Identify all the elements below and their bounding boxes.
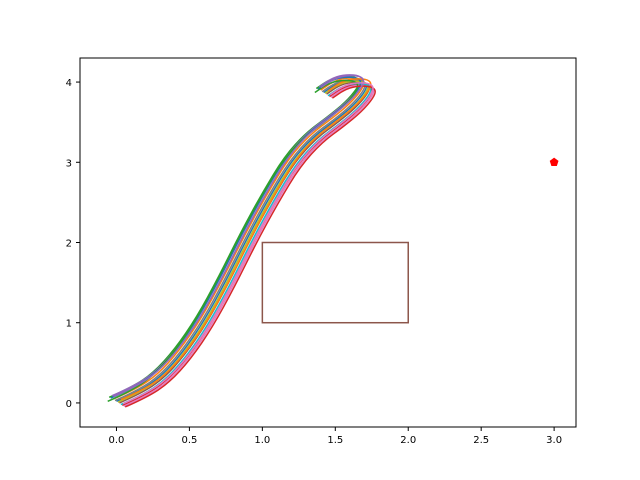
y-tick-label: 2 (66, 239, 72, 250)
x-tick-label: 0.5 (181, 435, 197, 446)
trajectory-series-16 (122, 82, 374, 405)
trajectory-series-14 (124, 85, 376, 408)
trajectory-series-15 (113, 74, 365, 398)
trajectory-series-12 (120, 78, 372, 401)
x-tick-label: 2.0 (400, 435, 416, 446)
series-layer (107, 74, 376, 408)
goal-marker (549, 157, 559, 167)
shapes-layer (261, 157, 559, 324)
trajectory-series-13 (107, 79, 359, 403)
x-tick-label: 3.0 (546, 435, 562, 446)
x-tick-label: 1.0 (254, 435, 270, 446)
x-tick-label: 0.0 (109, 435, 125, 446)
x-tick-label: 2.5 (473, 435, 489, 446)
y-tick-label: 4 (66, 78, 72, 89)
y-axis: 0 1 2 3 4 (66, 78, 80, 410)
x-tick-label: 1.5 (327, 435, 343, 446)
y-tick-label: 0 (66, 399, 72, 410)
y-tick-label: 3 (66, 158, 72, 169)
trajectory-series-10 (120, 82, 372, 406)
y-tick-label: 1 (66, 319, 72, 330)
x-axis: 0.0 0.5 1.0 1.5 2.0 2.5 3.0 (109, 427, 562, 446)
obstacle-rectangle (261, 241, 409, 324)
